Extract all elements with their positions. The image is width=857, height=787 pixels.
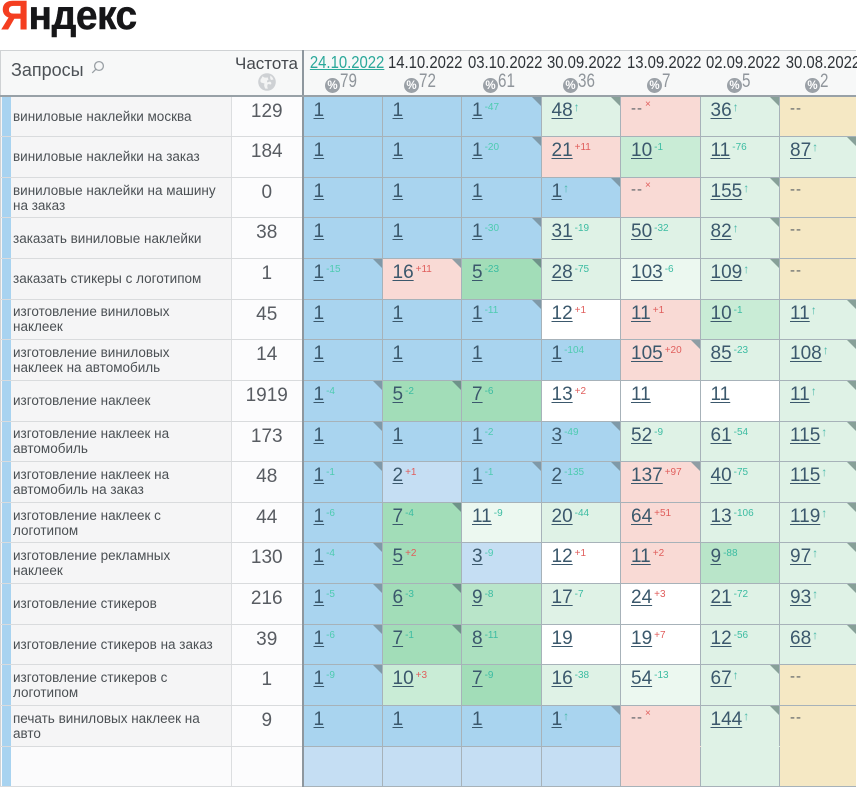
svg-text:%: % <box>650 80 660 92</box>
svg-text:%: % <box>486 80 496 92</box>
svg-text:%: % <box>807 80 817 92</box>
svg-text:%: % <box>327 80 337 92</box>
svg-text:%: % <box>729 80 739 92</box>
svg-text:%: % <box>565 80 575 92</box>
svg-text:%: % <box>406 80 416 92</box>
